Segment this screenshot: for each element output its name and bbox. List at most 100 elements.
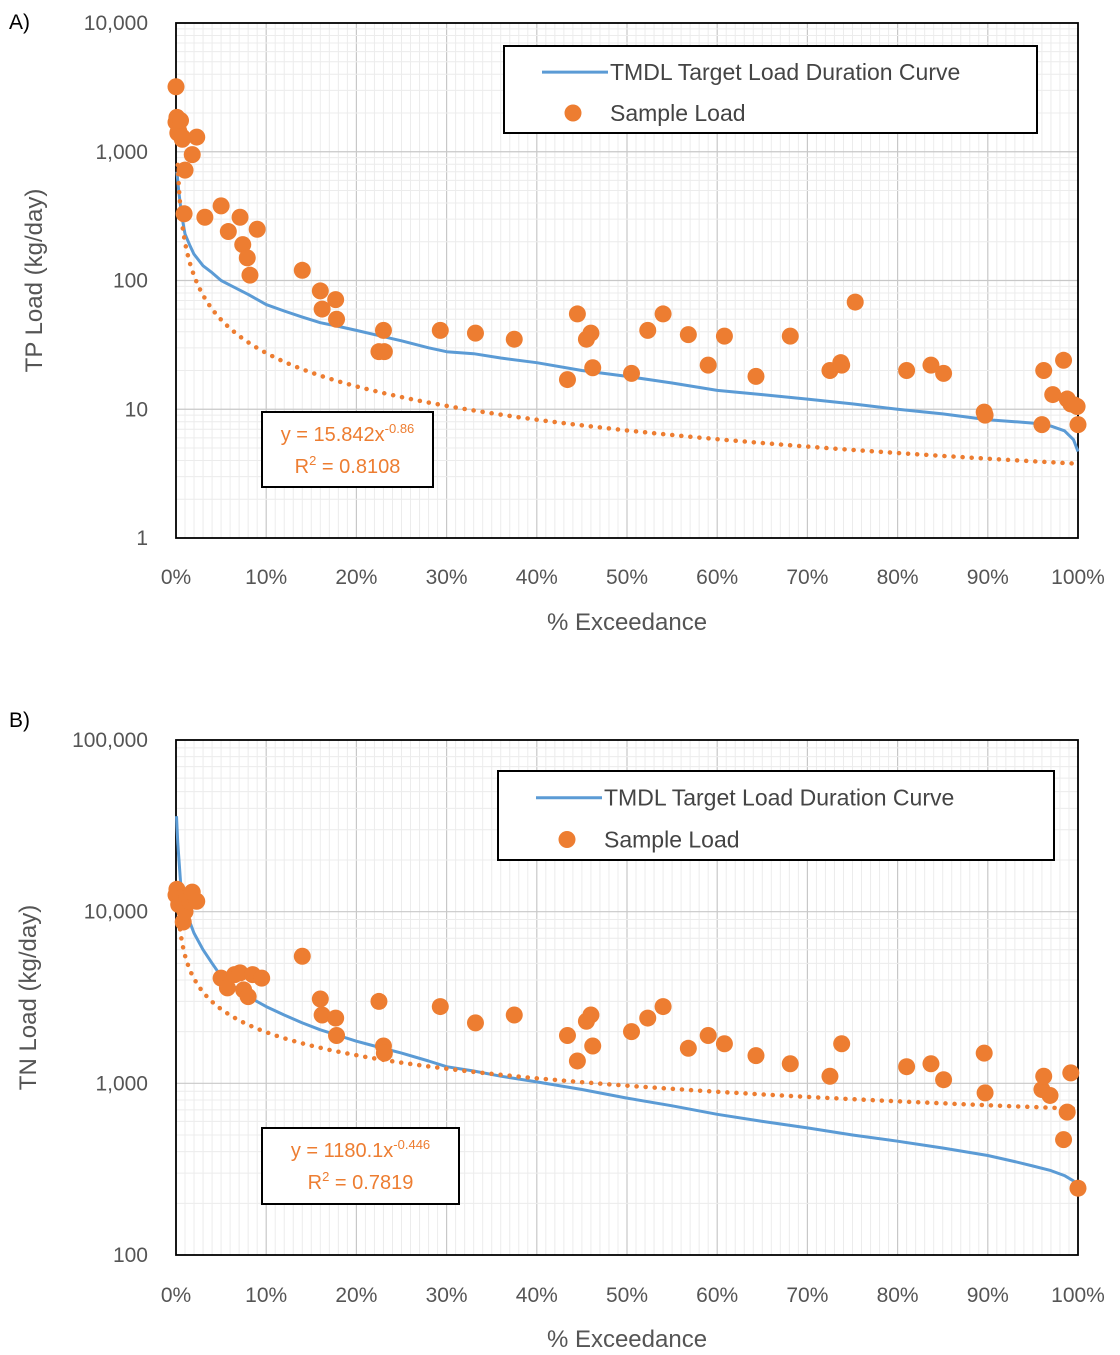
x-tick-label: 10% <box>245 1284 287 1307</box>
sample-point <box>370 992 388 1010</box>
x-tick-label: 90% <box>967 566 1009 589</box>
trendline-equation: y = 1180.1x-0.446 R2 = 0.7819 <box>261 1127 460 1205</box>
trendline-dotted <box>175 899 1081 1111</box>
x-tick-label: 60% <box>696 566 738 589</box>
sample-point <box>293 947 311 965</box>
equation-text: y = 15.842x-0.86 <box>281 421 415 446</box>
legend-label: TMDL Target Load Duration Curve <box>604 785 954 811</box>
x-axis-title: % Exceedance <box>547 609 707 636</box>
x-tick-label: 60% <box>696 1284 738 1307</box>
sample-point <box>293 261 311 279</box>
sample-point <box>935 364 953 382</box>
trendline-equation: y = 15.842x-0.86 R2 = 0.8108 <box>261 411 434 488</box>
chart-b: 0% 10% 20% 30% 40% 50% 60% 70% 80% 90% 100% 100 1,00… <box>9 709 1105 1353</box>
x-tick-label: 0% <box>161 1284 191 1307</box>
sample-point <box>188 128 206 146</box>
sample-point <box>833 1035 851 1053</box>
y-axis-title: TP Load (kg/day) <box>21 189 48 373</box>
legend: TMDL Target Load Duration Curve Sample Lo… <box>503 45 1038 134</box>
equation-text: y = 1180.1x-0.446 <box>291 1137 430 1162</box>
y-tick-label: 100 <box>113 270 148 293</box>
sample-point <box>846 293 864 311</box>
sample-point <box>898 1058 916 1076</box>
x-tick-label: 50% <box>606 566 648 589</box>
sample-point <box>466 324 484 342</box>
sample-point <box>922 356 940 374</box>
sample-point <box>781 1055 799 1073</box>
sample-point <box>1033 416 1051 434</box>
r-squared-exponent: 2 <box>322 1169 329 1184</box>
sample-point <box>234 236 252 254</box>
sample-point <box>218 979 236 997</box>
sample-point <box>623 364 641 382</box>
sample-point <box>328 1026 346 1044</box>
sample-point <box>431 321 449 339</box>
sample-point <box>505 330 523 348</box>
sample-point <box>176 161 194 179</box>
sample-point <box>1069 1179 1087 1197</box>
x-axis-title: % Exceedance <box>547 1326 707 1353</box>
sample-point <box>679 326 697 344</box>
chart-a: 0% 10% 20% 30% 40% 50% 60% 70% 80% 90% 100% 1 10 100 1… <box>9 11 1105 636</box>
sample-point <box>833 356 851 374</box>
sample-point <box>1041 1086 1059 1104</box>
x-tick-label: 80% <box>877 1284 919 1307</box>
sample-point <box>1035 1067 1053 1085</box>
sample-point <box>976 1084 994 1102</box>
sample-point <box>1069 416 1087 434</box>
sample-point <box>212 197 230 215</box>
sample-point <box>311 990 329 1008</box>
equation-exponent: -0.86 <box>385 421 415 436</box>
plot-area-border <box>175 739 1079 1256</box>
equation-box <box>261 411 434 488</box>
sample-point <box>183 146 201 164</box>
sample-point <box>679 1039 697 1057</box>
tmdl-curve-line <box>175 816 1080 1189</box>
sample-point <box>219 223 237 241</box>
sample-point <box>313 1006 331 1024</box>
x-tick-label: 30% <box>426 1284 468 1307</box>
equation-box <box>261 1127 460 1205</box>
legend: TMDL Target Load Duration Curve Sample Lo… <box>497 770 1055 861</box>
panel-label: A) <box>9 11 30 34</box>
x-tick-label: 40% <box>516 1284 558 1307</box>
sample-point <box>375 1044 393 1062</box>
y-tick-label: 1,000 <box>95 1072 148 1095</box>
sample-point <box>466 1014 484 1032</box>
x-tick-label: 10% <box>245 566 287 589</box>
r-squared-value: = 0.8108 <box>316 456 400 478</box>
sample-point <box>747 1047 765 1065</box>
sample-point <box>1035 361 1053 379</box>
sample-point <box>623 1023 641 1041</box>
sample-point <box>239 988 257 1006</box>
sample-point <box>568 305 586 323</box>
panel-label: B) <box>9 709 30 732</box>
y-tick-label: 10,000 <box>84 901 148 924</box>
y-tick-label: 10 <box>125 398 148 421</box>
r-squared-value: = 0.7819 <box>329 1172 413 1194</box>
sample-point <box>1044 386 1062 404</box>
sample-point <box>173 128 191 146</box>
sample-point <box>196 208 214 226</box>
sample-point <box>699 356 717 374</box>
legend-marker-swatch <box>558 831 576 849</box>
sample-point <box>821 1067 839 1085</box>
sample-point <box>654 305 672 323</box>
sample-point <box>311 282 329 300</box>
sample-point <box>699 1026 717 1044</box>
sample-point <box>568 1052 586 1070</box>
y-tick-label: 100 <box>113 1244 148 1267</box>
equation-exponent: -0.446 <box>393 1137 430 1152</box>
sample-point <box>313 300 331 318</box>
r-squared-text: R2 = 0.7819 <box>308 1169 414 1194</box>
x-tick-label: 100% <box>1051 566 1105 589</box>
sample-point <box>558 371 576 389</box>
r-squared-symbol: R <box>295 456 309 478</box>
sample-point <box>172 111 190 129</box>
sample-point <box>1055 351 1073 369</box>
legend-box <box>497 770 1055 861</box>
sample-point <box>248 220 266 238</box>
sample-point <box>747 367 765 385</box>
sample-point <box>505 1006 523 1024</box>
tmdl-curve-line <box>175 171 1080 453</box>
